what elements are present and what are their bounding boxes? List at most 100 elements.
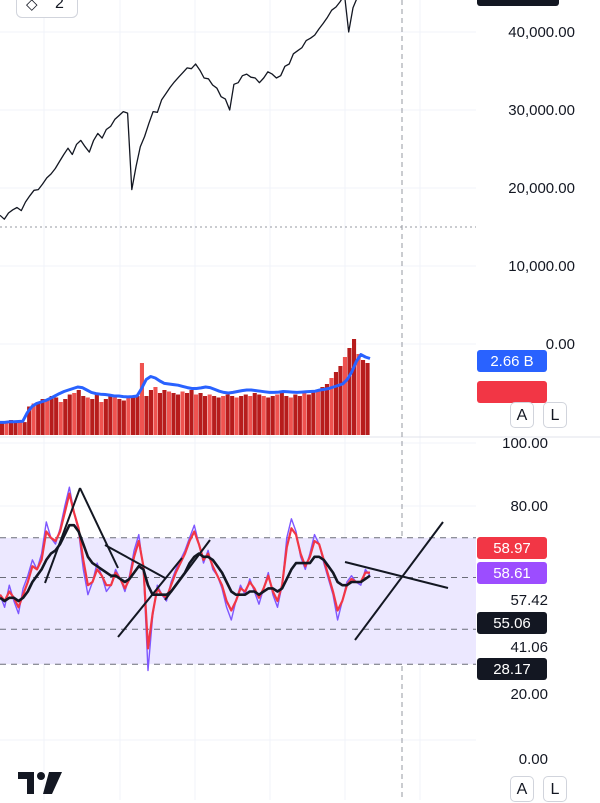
volume-bar bbox=[63, 399, 68, 435]
volume-bar bbox=[54, 397, 59, 435]
price-axis-tick: 20,000.00 bbox=[508, 180, 575, 197]
volume-bar bbox=[329, 378, 334, 435]
volume-bar bbox=[139, 363, 144, 435]
volume-bar bbox=[176, 394, 181, 435]
auto-scale-button[interactable]: A bbox=[510, 402, 534, 428]
volume-bar bbox=[72, 393, 77, 435]
tradingview-logo-icon[interactable] bbox=[18, 772, 62, 794]
volume-bar bbox=[103, 399, 108, 435]
rsi-badge-1: 58.61 bbox=[493, 565, 531, 582]
volume-bar bbox=[356, 354, 361, 435]
volume-bar bbox=[31, 403, 36, 435]
rsi-badge-1-bg bbox=[477, 562, 547, 584]
rsi-axis-tick: 41.06 bbox=[510, 639, 548, 656]
volume-bar bbox=[243, 394, 248, 435]
volume-bar bbox=[36, 402, 41, 435]
price-badges: 2.66 B 58.97 58.61 55.06 28.17 bbox=[477, 0, 559, 680]
volume-bar bbox=[167, 391, 172, 435]
volume-bar bbox=[293, 394, 298, 435]
rsi-ema-line bbox=[0, 492, 370, 650]
volume-bar bbox=[171, 393, 176, 435]
price-axis-tick: 40,000.00 bbox=[508, 24, 575, 41]
volume-bar bbox=[266, 397, 271, 435]
rsi-band-fill bbox=[0, 537, 476, 665]
indicator-count-chip[interactable]: ◇ 2 bbox=[16, 0, 78, 18]
volume-ma-line bbox=[0, 353, 371, 424]
rsi-axis-tick: 0.00 bbox=[519, 751, 548, 768]
volume-bar bbox=[99, 402, 104, 435]
volume-bar bbox=[347, 348, 352, 435]
volume-bar bbox=[67, 394, 72, 435]
price-axis-tick: 10,000.00 bbox=[508, 258, 575, 275]
price-last-badge bbox=[477, 0, 559, 6]
rsi-badge-3-bg bbox=[477, 658, 547, 680]
volume-bar bbox=[18, 420, 23, 435]
volume-bar bbox=[112, 397, 117, 435]
volume-bar bbox=[49, 396, 54, 435]
volume-badge-0-bg bbox=[477, 350, 547, 372]
volume-bar bbox=[297, 396, 302, 435]
indicator-count: 2 bbox=[55, 0, 64, 12]
volume-bar bbox=[257, 394, 262, 435]
volume-bar bbox=[198, 393, 203, 435]
volume-bar bbox=[203, 396, 208, 435]
rsi-badge-0: 58.97 bbox=[493, 540, 531, 557]
volume-bar bbox=[90, 399, 95, 435]
volume-bar bbox=[9, 420, 14, 435]
trendline-0 bbox=[44, 487, 81, 584]
volume-bar bbox=[76, 390, 81, 435]
price-series-line bbox=[0, 0, 357, 220]
rsi-badge-2-bg bbox=[477, 612, 547, 634]
trendline-6 bbox=[354, 521, 444, 641]
volume-bar bbox=[130, 397, 135, 435]
volume-bar bbox=[121, 400, 126, 435]
rsi-axis-tick: 57.42 bbox=[510, 592, 548, 609]
volume-bar bbox=[185, 393, 190, 435]
rsi-axis-tick: 100.00 bbox=[502, 435, 548, 452]
rsi-pane bbox=[0, 486, 476, 672]
volume-bar bbox=[0, 421, 5, 435]
volume-bar bbox=[157, 393, 162, 435]
volume-bar bbox=[275, 394, 280, 435]
rsi-badge-2: 55.06 bbox=[493, 615, 531, 632]
price-axis-tick: 0.00 bbox=[546, 336, 575, 353]
volume-pane bbox=[0, 339, 371, 435]
log-scale-button-rsi[interactable]: L bbox=[543, 776, 567, 802]
volume-bar bbox=[22, 422, 27, 435]
volume-bar bbox=[13, 421, 18, 435]
volume-bar bbox=[212, 396, 217, 435]
volume-bar bbox=[108, 396, 113, 435]
price-axis: 40,000.00 30,000.00 20,000.00 10,000.00 0.00… bbox=[502, 24, 575, 768]
volume-bar bbox=[252, 393, 257, 435]
volume-bar bbox=[180, 391, 185, 435]
trendline-5 bbox=[344, 561, 449, 589]
trendline-1 bbox=[79, 487, 119, 569]
volume-bar bbox=[153, 387, 158, 435]
trendline-2 bbox=[104, 544, 166, 579]
log-scale-button[interactable]: L bbox=[543, 402, 567, 428]
volume-bar bbox=[315, 390, 320, 435]
volume-badge-0: 2.66 B bbox=[490, 353, 533, 370]
volume-bar bbox=[216, 397, 221, 435]
volume-bar bbox=[302, 393, 307, 435]
volume-badge-1-bg bbox=[477, 381, 547, 403]
volume-bar bbox=[45, 400, 50, 435]
auto-scale-button-rsi[interactable]: A bbox=[510, 776, 534, 802]
volume-bar bbox=[279, 393, 284, 435]
rsi-axis-tick: 20.00 bbox=[510, 686, 548, 703]
trendline-3 bbox=[117, 557, 183, 638]
volume-bar bbox=[284, 396, 289, 435]
volume-bar bbox=[234, 397, 239, 435]
rsi-axis-tick: 80.00 bbox=[510, 498, 548, 515]
volume-bar bbox=[324, 384, 329, 435]
volume-bar bbox=[162, 390, 167, 435]
rsi-badge-3: 28.17 bbox=[493, 661, 531, 678]
volume-bar bbox=[248, 396, 253, 435]
volume-bar bbox=[81, 396, 86, 435]
volume-bar bbox=[144, 396, 149, 435]
price-pane bbox=[0, 0, 357, 220]
volume-bar bbox=[58, 402, 63, 435]
volume-bar bbox=[338, 366, 343, 435]
volume-bar bbox=[361, 360, 366, 435]
